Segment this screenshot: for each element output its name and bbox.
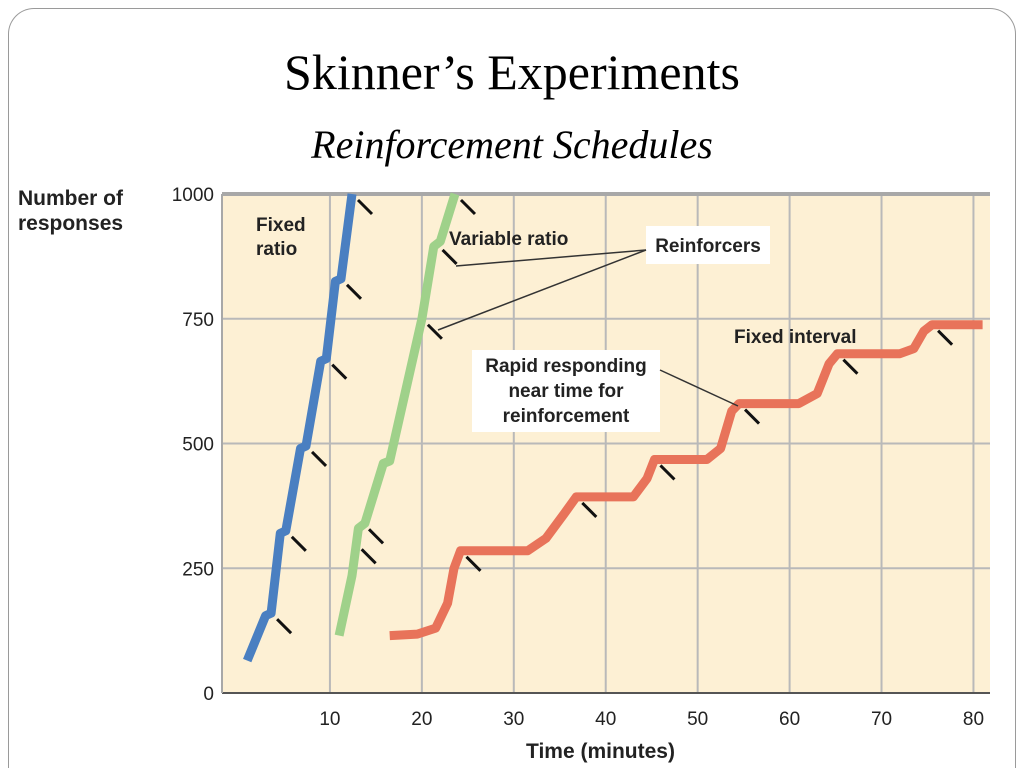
reinforcer-mark [356, 198, 374, 216]
series-fixed-ratio [243, 193, 374, 663]
series-layer [243, 192, 983, 663]
series-fixed-interval [389, 320, 983, 641]
rapid-pointer-line [659, 369, 739, 407]
reinforcer-mark [331, 363, 348, 380]
series-line-fixed-interval [389, 320, 983, 641]
series-variable-ratio [334, 192, 477, 637]
reinforcer-mark [581, 501, 598, 518]
legend-label-fixed-ratio-line2: ratio [256, 239, 297, 260]
callouts: Fixed ratio Variable ratio Fixed interval Re… [256, 215, 857, 432]
x-tick-label: 10 [319, 709, 340, 730]
x-tick-label: 40 [595, 709, 616, 730]
y-tick-label: 0 [203, 684, 214, 705]
reinforcer-mark [459, 198, 477, 216]
reinforcers-pointer-line [455, 249, 647, 267]
x-tick-label: 50 [687, 709, 708, 730]
y-tick-label: 500 [182, 435, 214, 456]
reinforcer-mark [290, 535, 307, 552]
slide-subtitle: Reinforcement Schedules [311, 122, 713, 167]
reinforcer-mark [276, 618, 293, 635]
rapid-callout-box [472, 350, 660, 432]
series-line-fixed-ratio [243, 193, 357, 663]
reinforcer-mark [310, 450, 328, 468]
x-tick-label: 70 [871, 709, 892, 730]
reinforcer-mark [842, 358, 859, 375]
y-tick-label: 1000 [172, 185, 214, 206]
slide-frame [8, 8, 1016, 768]
reinforcer-mark [441, 248, 458, 265]
grid [221, 192, 990, 694]
reinforcer-mark [345, 283, 363, 300]
slide-title: Skinner’s Experiments [284, 44, 740, 100]
x-tick-label: 20 [411, 709, 432, 730]
y-tick-label: 750 [182, 310, 214, 331]
x-tick-label: 30 [503, 709, 524, 730]
y-axis-label-line2: responses [18, 212, 124, 235]
x-tick-label: 60 [779, 709, 800, 730]
reinforcer-mark [367, 528, 385, 545]
reinforcers-callout-label: Reinforcers [655, 236, 761, 257]
rapid-callout-line2: near time for [508, 381, 624, 402]
legend-label-fixed-interval: Fixed interval [734, 327, 857, 348]
legend-label-variable-ratio: Variable ratio [449, 229, 568, 250]
reinforcer-mark [743, 408, 761, 425]
reinforcer-mark [465, 555, 482, 572]
y-tick-label: 250 [182, 559, 214, 580]
reinforcer-mark [659, 464, 676, 481]
rapid-callout-line3: reinforcement [503, 406, 630, 427]
y-axis-label-line1: Number of [18, 187, 123, 210]
reinforcer-mark [426, 323, 443, 340]
rapid-callout-line1: Rapid responding [485, 356, 647, 377]
reinforcers-callout-box [646, 226, 770, 264]
y-axis-label: Number of responses [18, 186, 148, 236]
x-tick-label: 80 [963, 709, 984, 730]
reinforcers-pointer-line [437, 249, 647, 331]
ticks-layer: 0 250 500 750 1000 10 20 30 40 50 60 70 80 [172, 185, 984, 730]
series-line-variable-ratio [334, 192, 460, 637]
legend-label-fixed-ratio-line1: Fixed [256, 215, 306, 236]
x-axis-label: Time (minutes) [526, 740, 675, 763]
reinforcer-mark [937, 329, 954, 346]
reinforcer-mark [360, 548, 377, 565]
